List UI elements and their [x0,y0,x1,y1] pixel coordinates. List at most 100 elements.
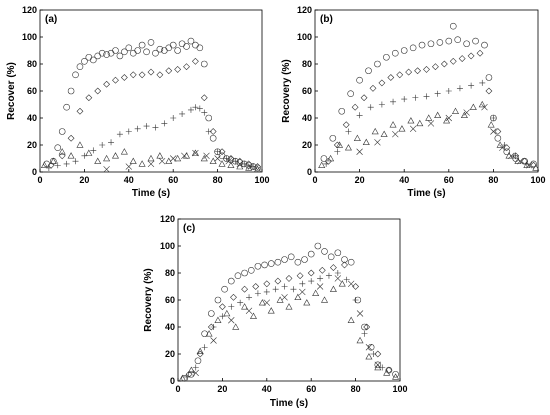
data-point-b-circle [418,41,426,49]
data-point-b-triangle [469,103,477,110]
y-tick-label-c: 120 [160,214,175,224]
data-point-a-circle [103,51,110,58]
data-point-a-plus [241,160,248,167]
data-point-c-circle [321,248,328,255]
data-point-b-plus [456,85,463,92]
y-tick-label-b: 60 [302,86,312,96]
data-point-c-diamond [218,303,226,311]
data-point-c-diamond [307,269,315,277]
data-point-b-triangle [389,121,397,128]
data-point-c-circle [267,260,275,267]
data-point-c-triangle [214,316,222,323]
data-point-b-plus [490,115,497,121]
x-axis-label-c: Time (s) [270,398,308,409]
y-tick-label-b: 80 [302,59,312,69]
data-point-b-triangle [443,117,451,124]
data-point-a-diamond [147,68,155,76]
data-point-b-circle [338,107,346,115]
data-point-b-diamond [333,141,341,149]
data-point-b-plus [479,79,486,86]
data-point-a-plus [170,115,177,121]
data-point-b-triangle [478,100,486,108]
data-point-b-plus [401,96,408,103]
data-point-a-diamond [156,71,164,79]
panel-label-b: (b) [320,14,333,25]
data-point-b-plus [468,82,475,89]
data-point-a-plus [223,155,230,162]
data-point-b-cross [374,139,381,146]
y-axis-label-a: Recover (%) [6,62,17,120]
panel-label-a: (a) [45,14,57,25]
data-point-c-triangle [303,299,311,306]
data-point-a-circle [89,56,97,64]
data-point-b-cross [481,103,488,111]
data-point-c-plus [370,351,377,357]
data-point-c-cross [210,337,217,344]
data-point-c-circle [392,370,399,378]
data-point-a-circle [236,159,244,166]
data-point-b-cross [427,120,435,127]
data-point-c-circle [181,374,188,382]
data-point-c-diamond [385,366,393,374]
data-point-b-circle [374,60,381,68]
data-point-a-diamond [209,128,217,135]
tick-labels-b: 0 20 40 60 80 100 0 20 40 60 80 100 120 [297,5,546,185]
chart-panel-a: (a) Time (s) Recover (%) 0 20 40 60 80 100 0 20… [6,5,270,199]
data-point-a-triangle [129,157,137,164]
data-point-b-cross [490,128,497,135]
data-point-c-diamond [341,261,348,269]
data-point-c-circle [327,253,335,261]
x-tick-label-b: 80 [488,175,498,185]
data-point-c-diamond [318,266,326,274]
data-point-b-circle [383,53,390,61]
data-point-c-cross [299,288,306,296]
data-point-a-circle [85,53,93,61]
y-tick-label-c: 0 [170,376,175,386]
data-point-a-circle [183,43,190,50]
data-point-b-plus [423,93,430,100]
data-point-a-cross [236,160,244,168]
y-tick-label-b: 40 [302,113,312,123]
data-point-b-diamond [476,49,484,57]
data-point-a-circle [76,63,84,70]
x-tick-label-c: 60 [306,384,316,394]
data-point-b-circle [320,155,328,162]
data-point-b-plus [501,142,508,148]
y-tick-label-a: 80 [27,59,37,69]
data-point-c-circle [281,256,288,263]
data-point-b-circle [391,49,399,57]
x-tick-label-a: 0 [37,175,42,185]
data-point-a-plus [192,104,199,111]
plot-frame-a [39,9,263,173]
data-point-c-circle [361,323,368,331]
data-point-a-plus [134,125,141,132]
data-point-c-cross [334,275,342,282]
data-point-c-triangle [374,363,382,371]
data-point-a-plus [152,124,159,131]
data-point-a-cross [147,160,155,168]
data-point-b-diamond [485,87,493,95]
data-point-c-plus [317,275,324,282]
data-point-c-circle [341,256,348,263]
data-point-b-circle [400,47,408,54]
data-point-b-diamond [405,68,413,76]
data-point-a-triangle [49,157,57,164]
data-point-a-plus [143,123,150,130]
data-point-a-diamond [58,152,66,160]
data-point-c-plus [325,272,332,279]
data-point-c-circle [347,258,355,266]
chart-panel-b: (b) Time (s) Recovery (%) 0 20 40 60 80 100 0 2… [281,5,546,199]
data-point-c-diamond [196,350,204,358]
data-point-c-triangle [232,323,240,330]
data-point-c-circle [301,256,308,263]
data-point-c-plus [246,294,253,301]
y-tick-label-b: 100 [297,32,312,42]
data-points-c [178,242,400,382]
data-point-a-triangle [76,141,84,148]
data-point-b-circle [454,36,462,44]
data-point-c-plus [361,330,368,337]
data-point-a-circle [152,49,159,57]
data-point-a-plus [179,110,186,117]
x-tick-label-a: 100 [254,175,269,185]
data-point-a-plus [214,148,221,155]
